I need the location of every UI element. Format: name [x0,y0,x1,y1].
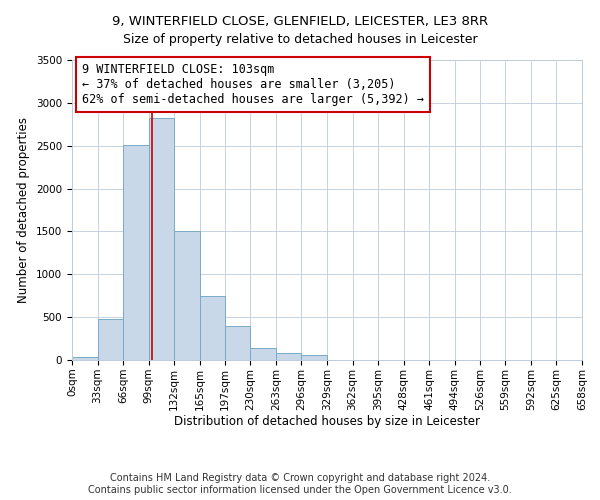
Bar [123,145,149,360]
Bar [276,353,301,360]
X-axis label: Distribution of detached houses by size in Leicester: Distribution of detached houses by size … [174,416,480,428]
Text: Size of property relative to detached houses in Leicester: Size of property relative to detached ho… [122,32,478,46]
Y-axis label: Number of detached properties: Number of detached properties [17,117,31,303]
Bar [175,230,200,360]
Bar [224,326,250,360]
Bar [200,296,224,360]
Bar [250,348,276,360]
Bar [98,319,123,360]
Bar [149,118,175,360]
Text: 9 WINTERFIELD CLOSE: 103sqm
← 37% of detached houses are smaller (3,205)
62% of : 9 WINTERFIELD CLOSE: 103sqm ← 37% of det… [82,63,424,106]
Bar [301,356,327,360]
Bar [72,358,98,360]
Text: 9, WINTERFIELD CLOSE, GLENFIELD, LEICESTER, LE3 8RR: 9, WINTERFIELD CLOSE, GLENFIELD, LEICEST… [112,15,488,28]
Text: Contains HM Land Registry data © Crown copyright and database right 2024.
Contai: Contains HM Land Registry data © Crown c… [88,474,512,495]
